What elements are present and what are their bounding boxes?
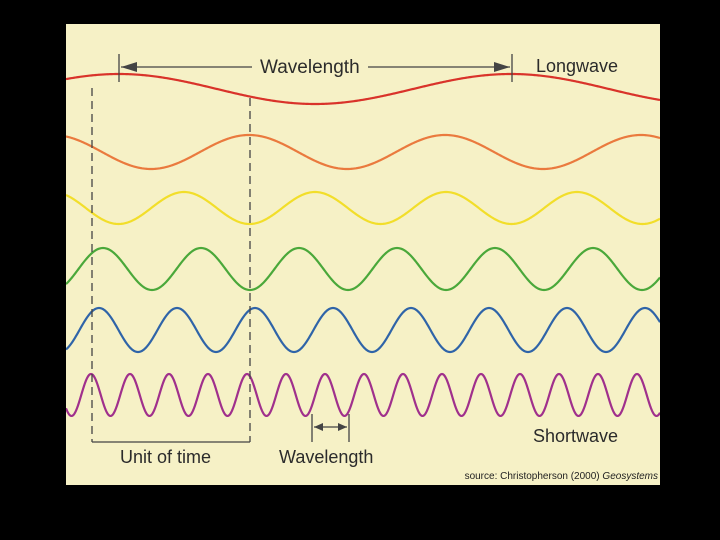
wave-diagram-svg — [66, 54, 660, 443]
wavelength-bottom-left-arrowhead — [314, 423, 323, 431]
orange-wave — [66, 133, 660, 171]
wavelength-top-right-arrowhead — [494, 62, 510, 72]
wave-diagram: Wavelength Longwave Shortwave Unit of ti… — [66, 24, 660, 485]
wavelength-top-left-arrowhead — [121, 62, 137, 72]
source-prefix: source: Christopherson (2000) — [464, 471, 603, 482]
longwave-label: Longwave — [536, 56, 619, 76]
yellow-wave — [66, 190, 660, 226]
source-citation: source: Christopherson (2000) Geosystems — [465, 471, 658, 482]
wavelength-bottom-label: Wavelength — [279, 447, 374, 467]
wavelength-bottom-right-arrowhead — [338, 423, 347, 431]
unit-of-time-label: Unit of time — [120, 447, 212, 467]
red-wave — [66, 72, 660, 106]
purple-wave — [66, 372, 660, 418]
shortwave-label: Shortwave — [533, 426, 619, 446]
wavelength-top-label: Wavelength — [252, 57, 368, 79]
green-wave — [66, 246, 660, 292]
source-title: Geosystems — [602, 471, 658, 482]
blue-wave — [66, 306, 660, 354]
